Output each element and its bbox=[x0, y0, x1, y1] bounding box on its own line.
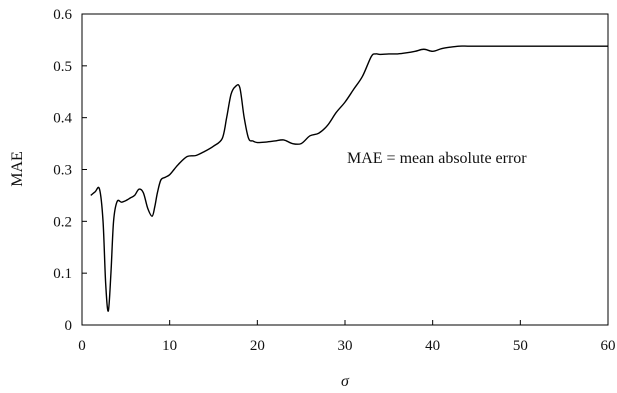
x-tick-label: 50 bbox=[513, 338, 528, 354]
x-tick-label: 10 bbox=[162, 338, 177, 354]
x-tick-label: 30 bbox=[338, 338, 353, 354]
x-tick-label: 40 bbox=[425, 338, 440, 354]
y-tick-label: 0.2 bbox=[53, 214, 72, 230]
x-tick-label: 0 bbox=[78, 338, 86, 354]
y-tick-label: 0.3 bbox=[53, 163, 72, 179]
annotation-text: MAE = mean absolute error bbox=[347, 150, 527, 167]
y-axis-ticks: 0 0.1 0.2 0.3 0.4 0.5 0.6 bbox=[53, 7, 87, 334]
y-tick-label: 0.4 bbox=[53, 111, 72, 127]
y-tick-label: 0.1 bbox=[53, 266, 72, 282]
x-axis-ticks: 0 10 20 30 40 50 60 bbox=[78, 320, 616, 354]
x-tick-label: 60 bbox=[601, 338, 616, 354]
plot-area bbox=[81, 13, 609, 326]
y-tick-label: 0 bbox=[65, 318, 73, 334]
y-axis-title: MAE bbox=[9, 151, 26, 187]
y-tick-label: 0.6 bbox=[53, 7, 72, 23]
x-axis-title: σ bbox=[341, 373, 350, 390]
y-tick-label: 0.5 bbox=[53, 59, 72, 75]
mae-line bbox=[90, 45, 608, 312]
x-tick-label: 20 bbox=[250, 338, 265, 354]
